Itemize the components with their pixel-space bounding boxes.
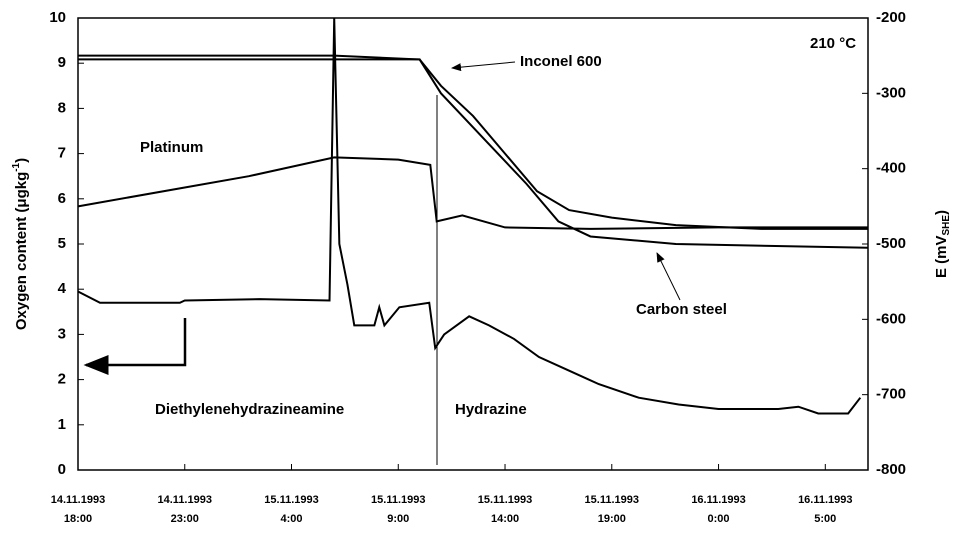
- x-tick-label: 16.11.1993 5:00: [798, 494, 852, 525]
- y-tick-label: 5: [58, 235, 66, 252]
- x-tick-label: 14.11.1993 18:00: [51, 494, 105, 525]
- label-part: E (mV: [933, 236, 950, 279]
- arrow: [451, 61, 516, 72]
- y-tick-label: 6: [58, 190, 66, 207]
- y-tick-label: 4: [58, 280, 67, 297]
- y-tick-label: 2: [58, 371, 66, 388]
- y2-tick-label: -600: [876, 310, 906, 327]
- label-line: 15.11.1993: [585, 494, 639, 506]
- axis-arrow: [83, 318, 187, 375]
- y-tick-label: 0: [58, 461, 66, 478]
- label-line: 18:00: [64, 513, 92, 525]
- y2-tick-label: -400: [876, 160, 906, 177]
- label-line: 14:00: [491, 513, 519, 525]
- label-part: Oxygen content (μgkg: [13, 172, 30, 330]
- y-tick-label: 8: [58, 99, 66, 116]
- x-tick-label: 15.11.1993 9:00: [371, 494, 425, 525]
- label-line: 9:00: [387, 513, 409, 525]
- y-axis-label: Oxygen content (μgkg-1): [11, 158, 30, 330]
- label-part: SHE: [941, 215, 952, 236]
- y-tick-label: 3: [58, 325, 66, 342]
- label-part: ): [13, 158, 30, 163]
- y-tick-label: 10: [49, 9, 66, 26]
- x-tick-label: 16.11.1993 0:00: [691, 494, 745, 525]
- y-tick-label: 9: [58, 54, 66, 71]
- label-line: 0:00: [708, 513, 730, 525]
- x-tick-label: 14.11.1993 23:00: [158, 494, 212, 525]
- series-label: Inconel 600: [520, 53, 602, 70]
- y-tick-label: 1: [58, 416, 66, 433]
- arrow: [656, 252, 681, 301]
- label-line: 19:00: [598, 513, 626, 525]
- series-line: [78, 58, 869, 249]
- x-tick-label: 15.11.1993 4:00: [264, 494, 318, 525]
- label-line: 4:00: [280, 513, 302, 525]
- label-part: -1: [11, 162, 22, 171]
- series-label: Platinum: [140, 139, 203, 156]
- y2-tick-label: -300: [876, 84, 906, 101]
- label-line: 16.11.1993: [691, 494, 745, 506]
- label-line: 15.11.1993: [264, 494, 318, 506]
- x-tick-label: 15.11.1993 19:00: [585, 494, 639, 525]
- series-label: Carbon steel: [636, 301, 727, 318]
- label-line: 14.11.1993: [158, 494, 212, 506]
- annotation: Hydrazine: [455, 401, 527, 418]
- label-part: ): [933, 210, 950, 215]
- temperature: 210 °C: [810, 35, 856, 52]
- y2-tick-label: -500: [876, 235, 906, 252]
- y2-axis-label: E (mVSHE): [933, 210, 952, 278]
- label-line: 14.11.1993: [51, 494, 105, 506]
- y-tick-label: 7: [58, 145, 66, 162]
- label-line: 5:00: [814, 513, 836, 525]
- y2-tick-label: -200: [876, 9, 906, 26]
- annotation: Diethylenehydrazineamine: [155, 401, 344, 418]
- label-line: 15.11.1993: [478, 494, 532, 506]
- label-line: 15.11.1993: [371, 494, 425, 506]
- label-line: 23:00: [171, 513, 199, 525]
- label-line: 16.11.1993: [798, 494, 852, 506]
- y2-tick-label: -700: [876, 386, 906, 403]
- y2-tick-label: -800: [876, 461, 906, 478]
- series-line: [77, 156, 868, 230]
- series-line: [77, 17, 862, 415]
- x-tick-label: 15.11.1993 14:00: [478, 494, 532, 525]
